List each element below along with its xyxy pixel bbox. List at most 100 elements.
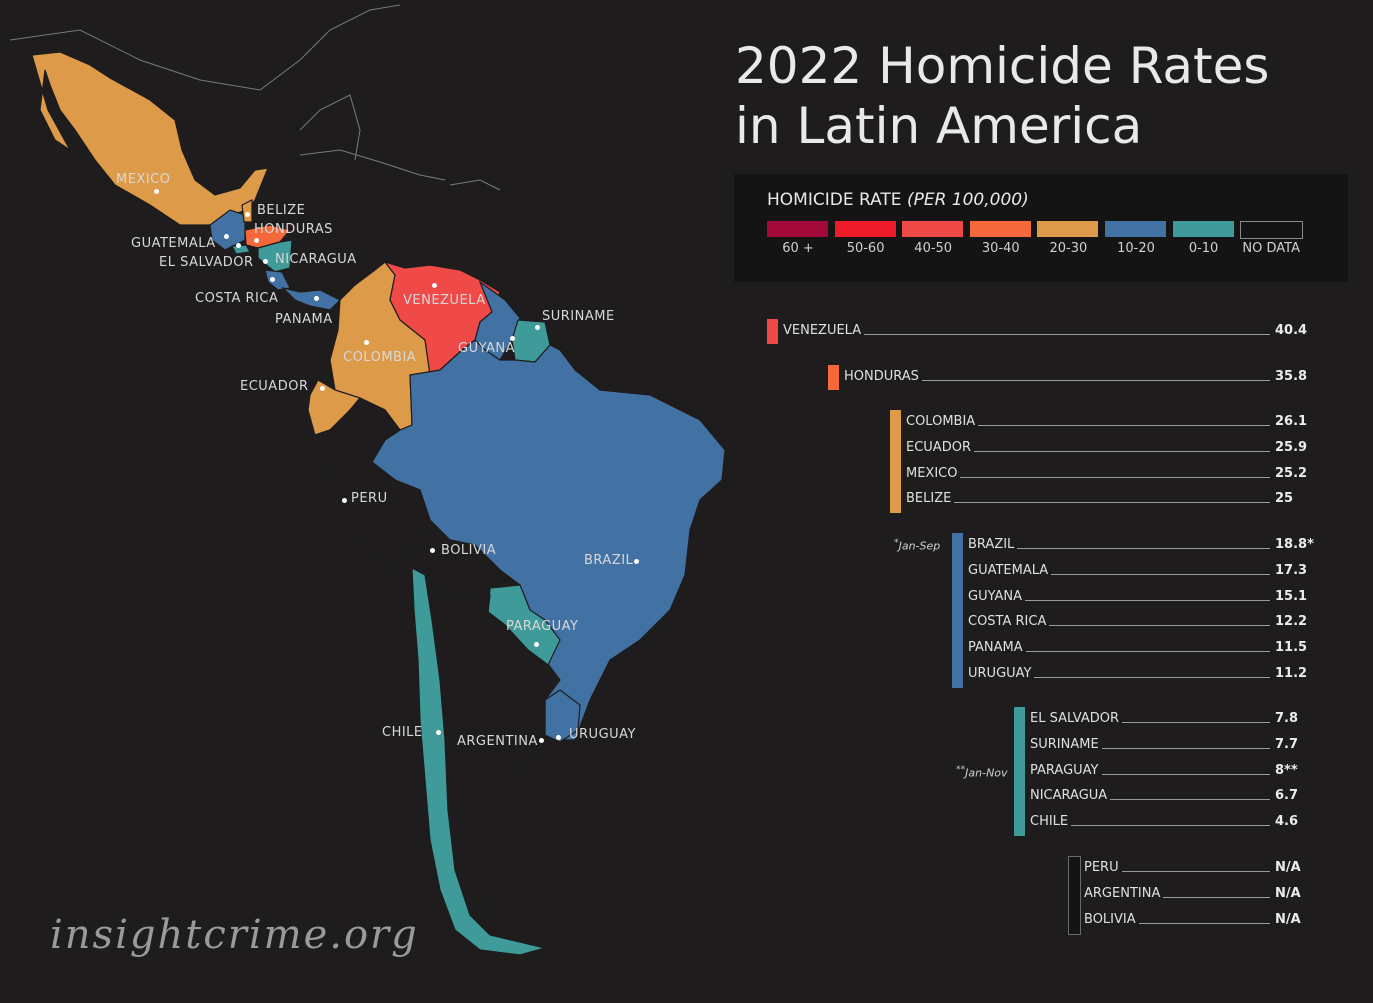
- el-salvador-shape: [231, 244, 251, 255]
- row-leader-line: [844, 380, 1270, 381]
- row-value: 25: [1275, 491, 1294, 507]
- row-name: PANAMA: [968, 637, 1026, 660]
- panama-dot: [314, 296, 319, 301]
- florida-outline: [299, 94, 361, 161]
- legend-swatch-4: [1037, 221, 1099, 237]
- row-name: PARAGUAY: [1030, 759, 1102, 782]
- row-value: 40.4: [1275, 323, 1308, 338]
- legend-swatch-5: [1105, 221, 1166, 237]
- group-bar-5: [1068, 856, 1081, 936]
- row-value: 35.8: [1275, 369, 1308, 384]
- map-label-guatemala: GUATEMALA: [131, 236, 216, 251]
- map-label-suriname: SURINAME: [542, 309, 615, 324]
- row-name: GUATEMALA: [968, 559, 1052, 582]
- group-note-3: *Jan-Sep: [894, 537, 940, 553]
- row-value: N/A: [1275, 911, 1301, 927]
- legend-swatch-6: [1172, 221, 1234, 237]
- group-note-mark-4: **: [956, 764, 966, 775]
- map-label-costa-rica: COSTA RICA: [195, 291, 279, 306]
- map-label-belize: BELIZE: [257, 203, 306, 218]
- peru-shape: [314, 397, 421, 571]
- row-value: 25.2: [1275, 465, 1308, 481]
- legend-title-text: HOMICIDE RATE: [767, 190, 902, 210]
- belize-dot: [245, 212, 250, 217]
- row-name: HONDURAS: [844, 366, 922, 388]
- row-leader-line: [906, 476, 1270, 478]
- map-label-chile: CHILE: [382, 725, 423, 740]
- paraguay-dot: [534, 642, 539, 647]
- panama-shape: [281, 286, 342, 311]
- row-value: 6.7: [1275, 788, 1299, 804]
- row-value: 4.6: [1275, 814, 1299, 830]
- legend-label-6: 0-10: [1188, 241, 1219, 256]
- row-name: MEXICO: [906, 462, 961, 485]
- page-title: 2022 Homicide Rates in Latin America: [735, 36, 1269, 156]
- row-name: GUYANA: [968, 585, 1026, 608]
- row-name: ECUADOR: [906, 436, 974, 459]
- row-value: 7.8: [1275, 711, 1299, 726]
- title-line-1: 2022 Homicide Rates: [735, 37, 1270, 95]
- peru-dot: [342, 498, 347, 503]
- legend: HOMICIDE RATE (PER 100,000) 60 + 50-60 40-…: [734, 174, 1348, 282]
- row-value: 12.2: [1275, 614, 1308, 630]
- row-leader-line: [906, 425, 1270, 426]
- group-bar-3: [952, 533, 963, 688]
- chile-shape: [411, 566, 546, 956]
- group-note-mark-3: *: [894, 537, 899, 548]
- row-leader-line: [1030, 722, 1270, 723]
- row-name: NICARAGUA: [1030, 785, 1111, 808]
- map-label-honduras: HONDURAS: [254, 222, 333, 237]
- group-bar-2: [890, 410, 901, 514]
- group-note-4: **Jan-Nov: [956, 764, 1008, 780]
- el-salvador-dot: [236, 243, 241, 248]
- row-leader-line: [1030, 747, 1270, 749]
- legend-swatch-7: [1240, 221, 1304, 239]
- legend-swatch-2: [902, 221, 964, 237]
- watermark: insightcrime.org: [50, 912, 419, 958]
- row-name: URUGUAY: [968, 663, 1035, 685]
- map-label-nicaragua: NICARAGUA: [275, 252, 357, 267]
- row-leader-line: [968, 651, 1270, 653]
- row-leader-line: [968, 599, 1270, 601]
- legend-swatch-1: [834, 221, 896, 237]
- map-label-panama: PANAMA: [275, 312, 333, 327]
- legend-subtitle: (PER 100,000): [906, 190, 1029, 210]
- map-label-argentina: ARGENTINA: [457, 734, 538, 749]
- costa-rica-shape: [264, 269, 291, 291]
- row-name: BRAZIL: [968, 534, 1018, 556]
- row-name: EL SALVADOR: [1030, 708, 1123, 730]
- row-name: COSTA RICA: [968, 611, 1050, 634]
- row-leader-line: [783, 334, 1270, 335]
- row-leader-line: [1030, 825, 1270, 827]
- group-note-text-3: Jan-Sep: [898, 539, 941, 553]
- chile-dot: [436, 730, 441, 735]
- map-label-ecuador: ECUADOR: [240, 379, 309, 394]
- row-value: N/A: [1275, 885, 1301, 901]
- colombia-dot: [364, 340, 369, 345]
- belize-shape: [241, 199, 253, 223]
- map-label-uruguay: URUGUAY: [569, 727, 636, 742]
- row-name: CHILE: [1030, 811, 1072, 834]
- nicaragua-dot: [263, 259, 268, 264]
- map-label-brazil: BRAZIL: [584, 553, 634, 568]
- row-leader-line: [1084, 922, 1270, 924]
- mexico-dot: [154, 189, 159, 194]
- title-line-2: in Latin America: [735, 97, 1143, 155]
- ecuador-dot: [320, 386, 325, 391]
- legend-label-0: 60 +: [782, 241, 814, 256]
- row-leader-line: [906, 450, 1270, 452]
- uruguay-dot: [556, 735, 561, 740]
- cuba-outline: [299, 149, 446, 181]
- row-name: COLOMBIA: [906, 411, 979, 433]
- map-label-mexico: MEXICO: [116, 172, 171, 187]
- guyana-dot: [510, 336, 515, 341]
- legend-label-3: 30-40: [981, 241, 1020, 256]
- group-bar-4: [1014, 707, 1025, 836]
- row-name: VENEZUELA: [783, 320, 865, 342]
- legend-label-5: 10-20: [1117, 241, 1155, 256]
- row-value: N/A: [1275, 860, 1301, 875]
- map-label-el-salvador: EL SALVADOR: [159, 255, 254, 270]
- row-value: 11.2: [1275, 666, 1308, 681]
- group-bar-1: [828, 365, 839, 390]
- legend-label-1: 50-60: [846, 241, 885, 256]
